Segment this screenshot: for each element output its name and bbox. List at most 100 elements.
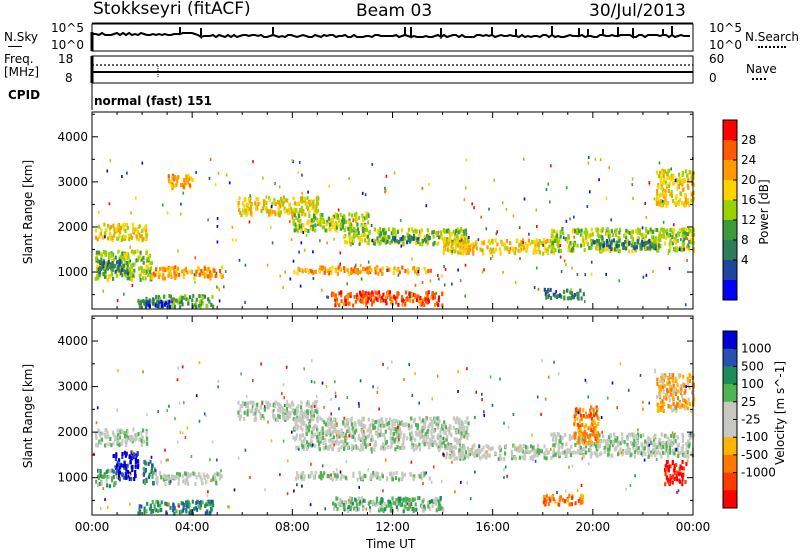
- data-cell: [404, 302, 407, 306]
- data-cell: [427, 297, 430, 302]
- data-cell: [145, 430, 148, 435]
- data-cell: [212, 475, 215, 480]
- data-cell: [292, 196, 295, 201]
- data-cell: [128, 260, 131, 265]
- data-cell: [361, 436, 364, 441]
- data-cell: [504, 451, 507, 456]
- data-cell: [336, 468, 338, 472]
- data-cell: [603, 241, 606, 245]
- data-cell: [579, 413, 582, 418]
- data-cell: [168, 304, 171, 309]
- data-cell: [339, 439, 342, 444]
- data-cell: [597, 437, 600, 442]
- data-cell: [608, 444, 611, 449]
- data-cell: [674, 202, 678, 207]
- data-cell: [679, 385, 682, 390]
- data-cell: [340, 429, 343, 434]
- data-cell: [386, 445, 389, 450]
- data-cell: [562, 231, 565, 236]
- data-cell: [603, 445, 606, 450]
- data-cell: [640, 232, 643, 237]
- data-cell: [690, 177, 693, 182]
- data-cell: [96, 237, 99, 242]
- data-cell: [121, 267, 124, 272]
- data-cell: [626, 437, 630, 441]
- data-cell: [381, 266, 384, 271]
- data-cell: [308, 203, 311, 208]
- data-cell: [431, 423, 434, 427]
- data-cell: [124, 453, 127, 458]
- data-cell: [408, 292, 411, 297]
- data-cell: [244, 401, 247, 406]
- data-cell: [135, 196, 137, 200]
- data-cell: [246, 412, 249, 417]
- data-cell: [161, 276, 164, 281]
- data-cell: [447, 243, 450, 248]
- data-cell: [143, 506, 146, 511]
- data-cell: [212, 304, 215, 309]
- data-cell: [618, 249, 621, 254]
- data-cell: [672, 407, 676, 412]
- data-cell: [535, 208, 538, 212]
- data-cell: [279, 409, 282, 414]
- data-cell: [360, 299, 363, 304]
- data-cell: [457, 268, 459, 272]
- data-cell: [631, 239, 634, 244]
- data-cell: [339, 251, 342, 255]
- data-cell: [407, 237, 410, 242]
- data-cell: [396, 239, 399, 244]
- data-cell: [681, 242, 684, 247]
- data-cell: [589, 424, 592, 429]
- data-cell: [149, 261, 152, 266]
- data-cell: [356, 217, 359, 222]
- data-cell: [402, 440, 405, 445]
- data-cell: [282, 408, 285, 413]
- data-cell: [367, 433, 371, 438]
- data-cell: [131, 435, 134, 440]
- data-cell: [555, 435, 558, 440]
- data-cell: [170, 266, 173, 270]
- data-cell: [249, 196, 252, 200]
- data-cell: [635, 434, 638, 439]
- data-cell: [163, 294, 166, 299]
- data-cell: [142, 472, 145, 477]
- data-cell: [339, 226, 342, 231]
- data-cell: [667, 233, 670, 238]
- data-cell: [124, 229, 127, 233]
- data-cell: [573, 422, 576, 427]
- data-cell: [577, 291, 580, 296]
- data-cell: [451, 282, 453, 286]
- data-cell: [152, 298, 155, 303]
- data-cell: [559, 255, 562, 259]
- data-cell: [692, 246, 695, 251]
- data-cell: [579, 497, 582, 501]
- data-cell: [480, 215, 482, 219]
- data-cell: [335, 228, 338, 233]
- data-cell: [549, 287, 552, 292]
- data-cell: [143, 480, 147, 484]
- data-cell: [175, 272, 178, 277]
- data-cell: [328, 422, 331, 426]
- data-cell: [143, 439, 146, 444]
- data-cell: [681, 394, 684, 399]
- data-cell: [662, 173, 665, 178]
- data-cell: [633, 246, 636, 251]
- data-cell: [138, 504, 141, 509]
- data-cell: [649, 437, 652, 442]
- data-cell: [664, 189, 667, 194]
- data-cell: [381, 503, 384, 508]
- data-cell: [662, 234, 666, 239]
- data-cell: [634, 474, 636, 478]
- data-cell: [631, 230, 634, 234]
- data-cell: [98, 482, 101, 486]
- data-cell: [574, 228, 577, 233]
- data-cell: [669, 464, 672, 469]
- data-cell: [467, 248, 470, 253]
- data-cell: [111, 430, 115, 435]
- nsky-frame: [91, 23, 694, 52]
- data-cell: [407, 270, 410, 275]
- data-cell: [593, 420, 596, 425]
- data-cell: [182, 506, 185, 511]
- data-cell: [174, 276, 177, 280]
- data-cell: [630, 243, 633, 248]
